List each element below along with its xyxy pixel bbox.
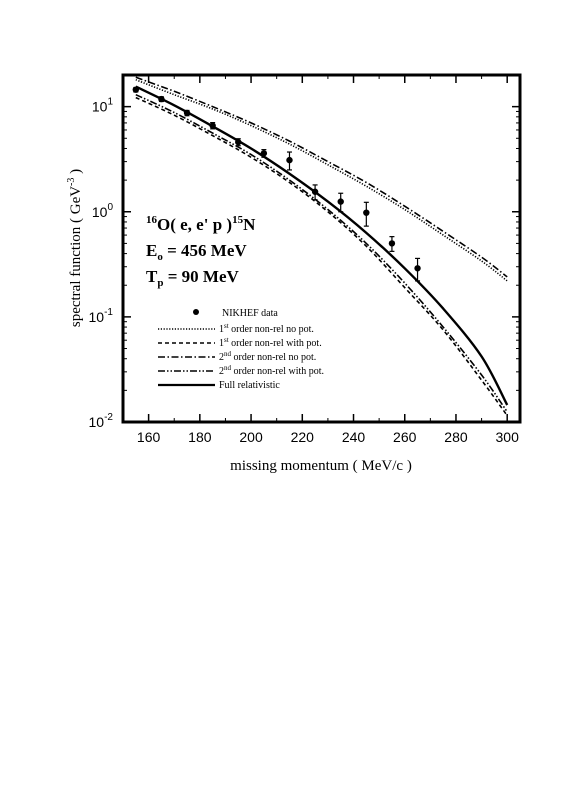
legend-label-nikhef: NIKHEF data <box>222 308 278 319</box>
x-axis-title: missing momentum ( MeV/c ) <box>230 458 412 474</box>
series-line-5 <box>135 85 509 406</box>
data-point <box>260 150 268 157</box>
data-point <box>363 209 370 216</box>
x-tick-label: 180 <box>188 429 212 445</box>
legend-marker-nikhef <box>193 309 199 315</box>
data-point <box>235 138 242 146</box>
reaction-label: 16O( e, e' p )15N <box>146 214 256 234</box>
data-point <box>311 188 319 195</box>
y-tick-label: 10-2 <box>89 412 114 430</box>
axis-ticks: 160 180 200 220 240 260 280 300 101 100 10-1 10-2 <box>89 74 520 445</box>
series-layer <box>135 76 509 417</box>
x-tick-label: 240 <box>342 429 366 445</box>
data-point <box>209 122 216 129</box>
legend-label-2: 1st order non-rel with pot. <box>219 336 322 349</box>
plot-frame <box>121 73 522 424</box>
data-points-layer <box>132 86 421 282</box>
data-point <box>388 240 396 247</box>
series-line-1 <box>135 79 508 282</box>
y-axis-title: spectral function ( GeV-3 ) <box>66 169 84 327</box>
data-point <box>183 109 191 117</box>
data-point <box>132 86 140 93</box>
legend-label-3: 2nd order non-rel no pot. <box>219 350 316 363</box>
y-tick-label: 100 <box>92 202 114 220</box>
data-point <box>337 198 344 205</box>
series-line-4 <box>135 93 508 413</box>
legend-label-4: 2nd order non-rel with pot. <box>219 364 324 377</box>
series-line-2 <box>135 96 508 417</box>
beam-energy-label: Eo = 456 MeV <box>146 241 247 263</box>
data-point <box>158 95 165 103</box>
data-point <box>414 265 421 272</box>
x-tick-label: 280 <box>444 429 468 445</box>
x-tick-label: 200 <box>239 429 263 445</box>
x-tick-label: 160 <box>137 429 161 445</box>
x-tick-label: 260 <box>393 429 417 445</box>
series-line-3 <box>135 76 508 278</box>
y-tick-label: 101 <box>92 97 114 115</box>
legend-label-5: Full relativistic <box>219 380 280 391</box>
proton-energy-label: Tp = 90 MeV <box>146 267 239 289</box>
x-tick-label: 300 <box>496 429 520 445</box>
data-point <box>286 156 293 164</box>
x-tick-label: 220 <box>291 429 315 445</box>
y-tick-label: 10-1 <box>89 307 114 325</box>
legend: NIKHEF data 1st order non-rel no pot.1st… <box>158 308 324 391</box>
legend-label-1: 1st order non-rel no pot. <box>219 322 314 335</box>
